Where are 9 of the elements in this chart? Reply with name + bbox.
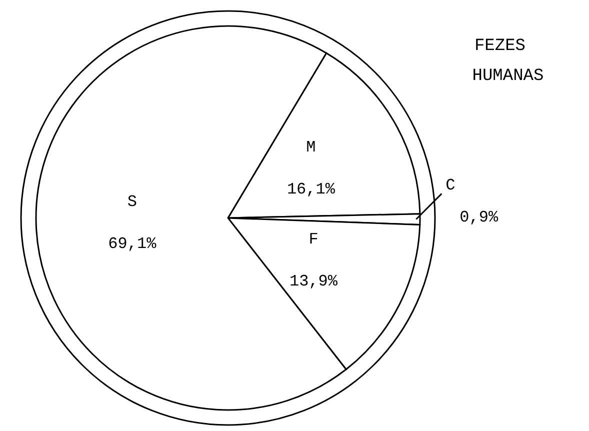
slice-label: S: [127, 192, 137, 211]
slice-label: F: [308, 230, 318, 249]
data-label: 16,1%: [286, 180, 336, 199]
slice-label: C: [446, 176, 456, 195]
data-label: 0,9%: [460, 208, 498, 227]
slice-label: M: [306, 138, 316, 157]
data-label: 69,1%: [108, 234, 157, 253]
data-label: 13,9%: [290, 272, 338, 291]
text: FEZES HUMANAS: [472, 37, 544, 86]
